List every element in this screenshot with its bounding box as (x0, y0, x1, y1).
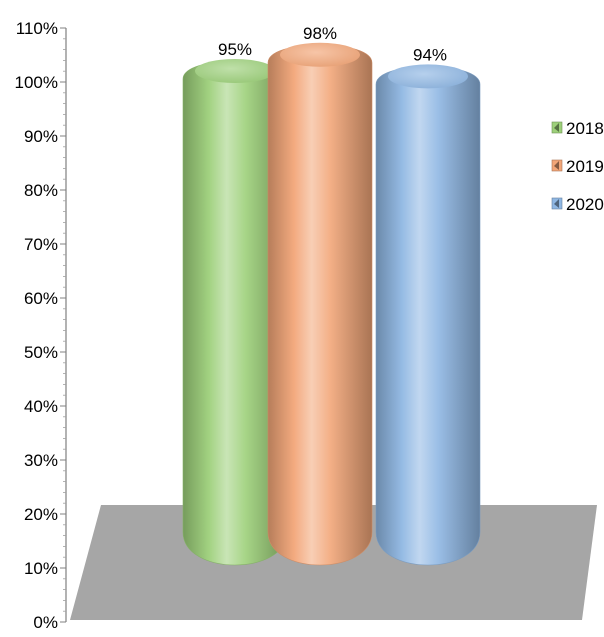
bar-cap-2020 (388, 64, 468, 89)
legend-marker-2020 (554, 199, 559, 208)
legend-label-2019: 2019 (566, 157, 604, 176)
y-tick-label: 90% (24, 127, 58, 146)
y-tick-label: 100% (15, 73, 58, 92)
legend-item-2019: 2019 (551, 157, 604, 176)
data-label-2020: 94% (413, 45, 447, 64)
data-label-2019: 98% (303, 24, 337, 43)
legend-item-2018: 2018 (551, 119, 604, 138)
legend-label-2020: 2020 (566, 195, 604, 214)
bar-cylinder-2019 (267, 44, 373, 566)
data-label-2018: 95% (218, 40, 252, 59)
y-tick-label: 80% (24, 181, 58, 200)
y-tick-label: 10% (24, 559, 58, 578)
y-tick-label: 40% (24, 397, 58, 416)
legend-marker-2018 (554, 123, 559, 132)
legend-marker-2019 (554, 161, 559, 170)
y-tick-label: 50% (24, 343, 58, 362)
y-tick-label: 30% (24, 451, 58, 470)
y-tick-label: 60% (24, 289, 58, 308)
bar-cylinder-2020 (375, 66, 481, 566)
legend-label-2018: 2018 (566, 119, 604, 138)
y-tick-label: 0% (33, 613, 58, 632)
y-tick-label: 70% (24, 235, 58, 254)
y-tick-label: 110% (16, 19, 58, 38)
legend-item-2020: 2020 (551, 195, 604, 214)
bar-cap-2018 (195, 59, 275, 83)
y-tick-label: 20% (24, 505, 58, 524)
bar-cap-2019 (280, 42, 360, 67)
